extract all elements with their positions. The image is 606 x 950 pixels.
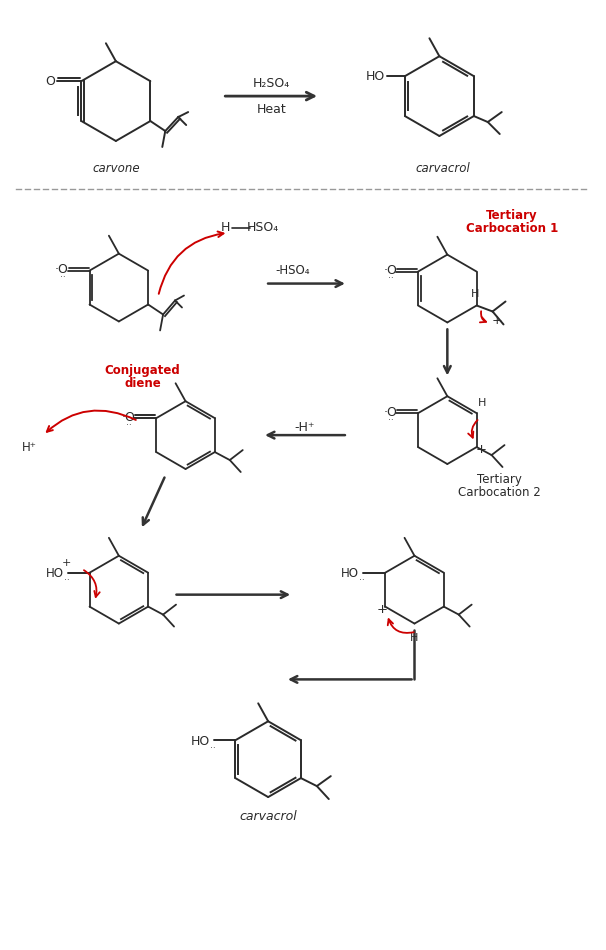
Text: ··: ·· <box>127 421 132 429</box>
Text: -H⁺: -H⁺ <box>295 421 315 433</box>
Text: HO: HO <box>45 567 64 580</box>
Text: diene: diene <box>124 377 161 390</box>
Text: ·O: ·O <box>383 264 397 277</box>
Text: HSO₄: HSO₄ <box>247 221 279 235</box>
Text: ··: ·· <box>388 416 394 425</box>
Text: carvacrol: carvacrol <box>239 810 297 824</box>
Text: ··: ·· <box>64 577 70 585</box>
Text: Tertiary: Tertiary <box>486 209 538 222</box>
Text: carvone: carvone <box>92 162 139 176</box>
Text: HO: HO <box>341 567 359 580</box>
Text: H: H <box>478 398 486 408</box>
Text: Heat: Heat <box>256 103 286 116</box>
Text: ··: ·· <box>60 273 65 282</box>
Text: ·O: ·O <box>383 406 397 419</box>
Text: ··: ·· <box>210 744 215 752</box>
Text: +: + <box>476 443 487 456</box>
Text: ·O: ·O <box>55 263 68 276</box>
Text: -HSO₄: -HSO₄ <box>276 264 310 277</box>
Text: Tertiary: Tertiary <box>477 473 522 486</box>
Text: ·O: ·O <box>121 410 135 424</box>
Text: H: H <box>410 633 419 642</box>
Text: HO: HO <box>191 734 210 748</box>
Text: H: H <box>470 289 479 298</box>
Text: Conjugated: Conjugated <box>105 364 181 377</box>
Text: Carbocation 1: Carbocation 1 <box>466 222 558 236</box>
Text: Carbocation 2: Carbocation 2 <box>458 486 541 500</box>
Text: ··: ·· <box>359 577 365 585</box>
Text: +: + <box>491 314 502 327</box>
Text: carvacrol: carvacrol <box>415 162 470 176</box>
Text: ··: ·· <box>388 275 394 283</box>
Text: HO: HO <box>365 69 385 83</box>
Text: H⁺: H⁺ <box>22 441 37 453</box>
Text: +: + <box>62 558 72 568</box>
Text: H: H <box>221 221 230 235</box>
Text: +: + <box>377 603 388 617</box>
Text: H₂SO₄: H₂SO₄ <box>253 77 290 89</box>
Text: O: O <box>45 75 56 87</box>
